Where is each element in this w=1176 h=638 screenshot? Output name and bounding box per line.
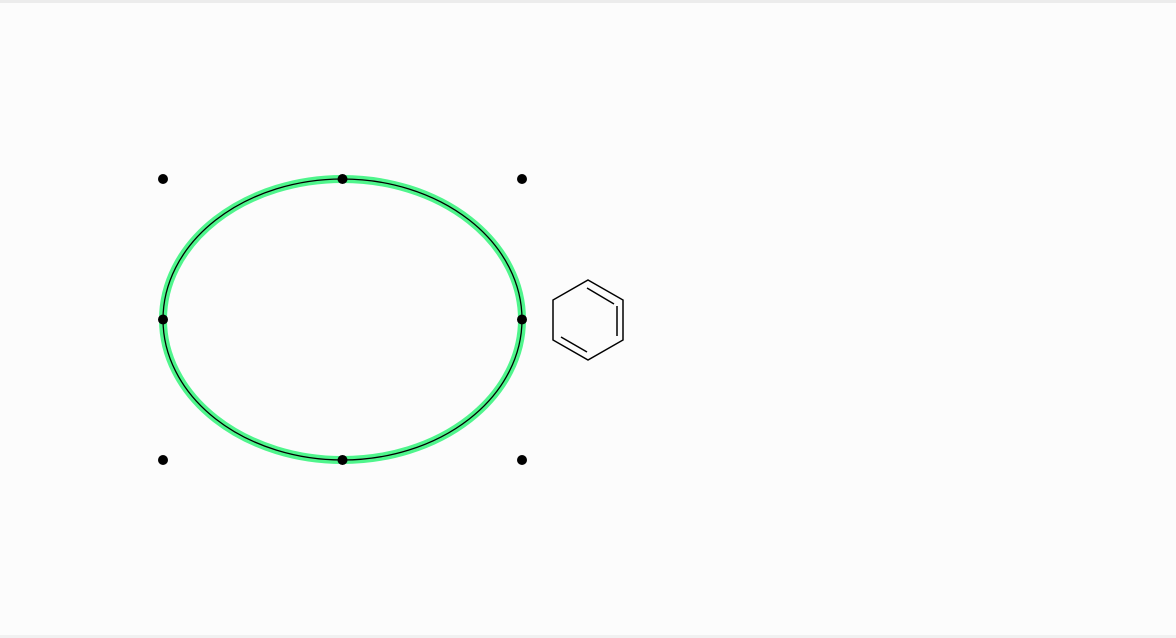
top-border	[0, 0, 1176, 3]
selection-handles[interactable]	[158, 174, 527, 465]
handle-top-center[interactable]	[337, 174, 348, 184]
bottom-border	[0, 635, 1176, 638]
benzene-ring-icon[interactable]	[552, 279, 624, 361]
handle-top-right[interactable]	[517, 174, 527, 184]
ellipse-shape[interactable]	[159, 175, 526, 464]
handle-bottom-right[interactable]	[517, 455, 527, 465]
handle-bottom-left[interactable]	[158, 455, 168, 465]
ellipse-selection-highlight	[159, 175, 526, 464]
handle-middle-right[interactable]	[517, 314, 527, 325]
handle-middle-left[interactable]	[158, 314, 168, 325]
handle-bottom-center[interactable]	[337, 455, 348, 465]
benzene-double-bond-1	[586, 287, 615, 305]
benzene-double-bond-3	[560, 336, 588, 353]
benzene-hexagon[interactable]	[552, 279, 624, 361]
handle-top-left[interactable]	[158, 174, 168, 184]
